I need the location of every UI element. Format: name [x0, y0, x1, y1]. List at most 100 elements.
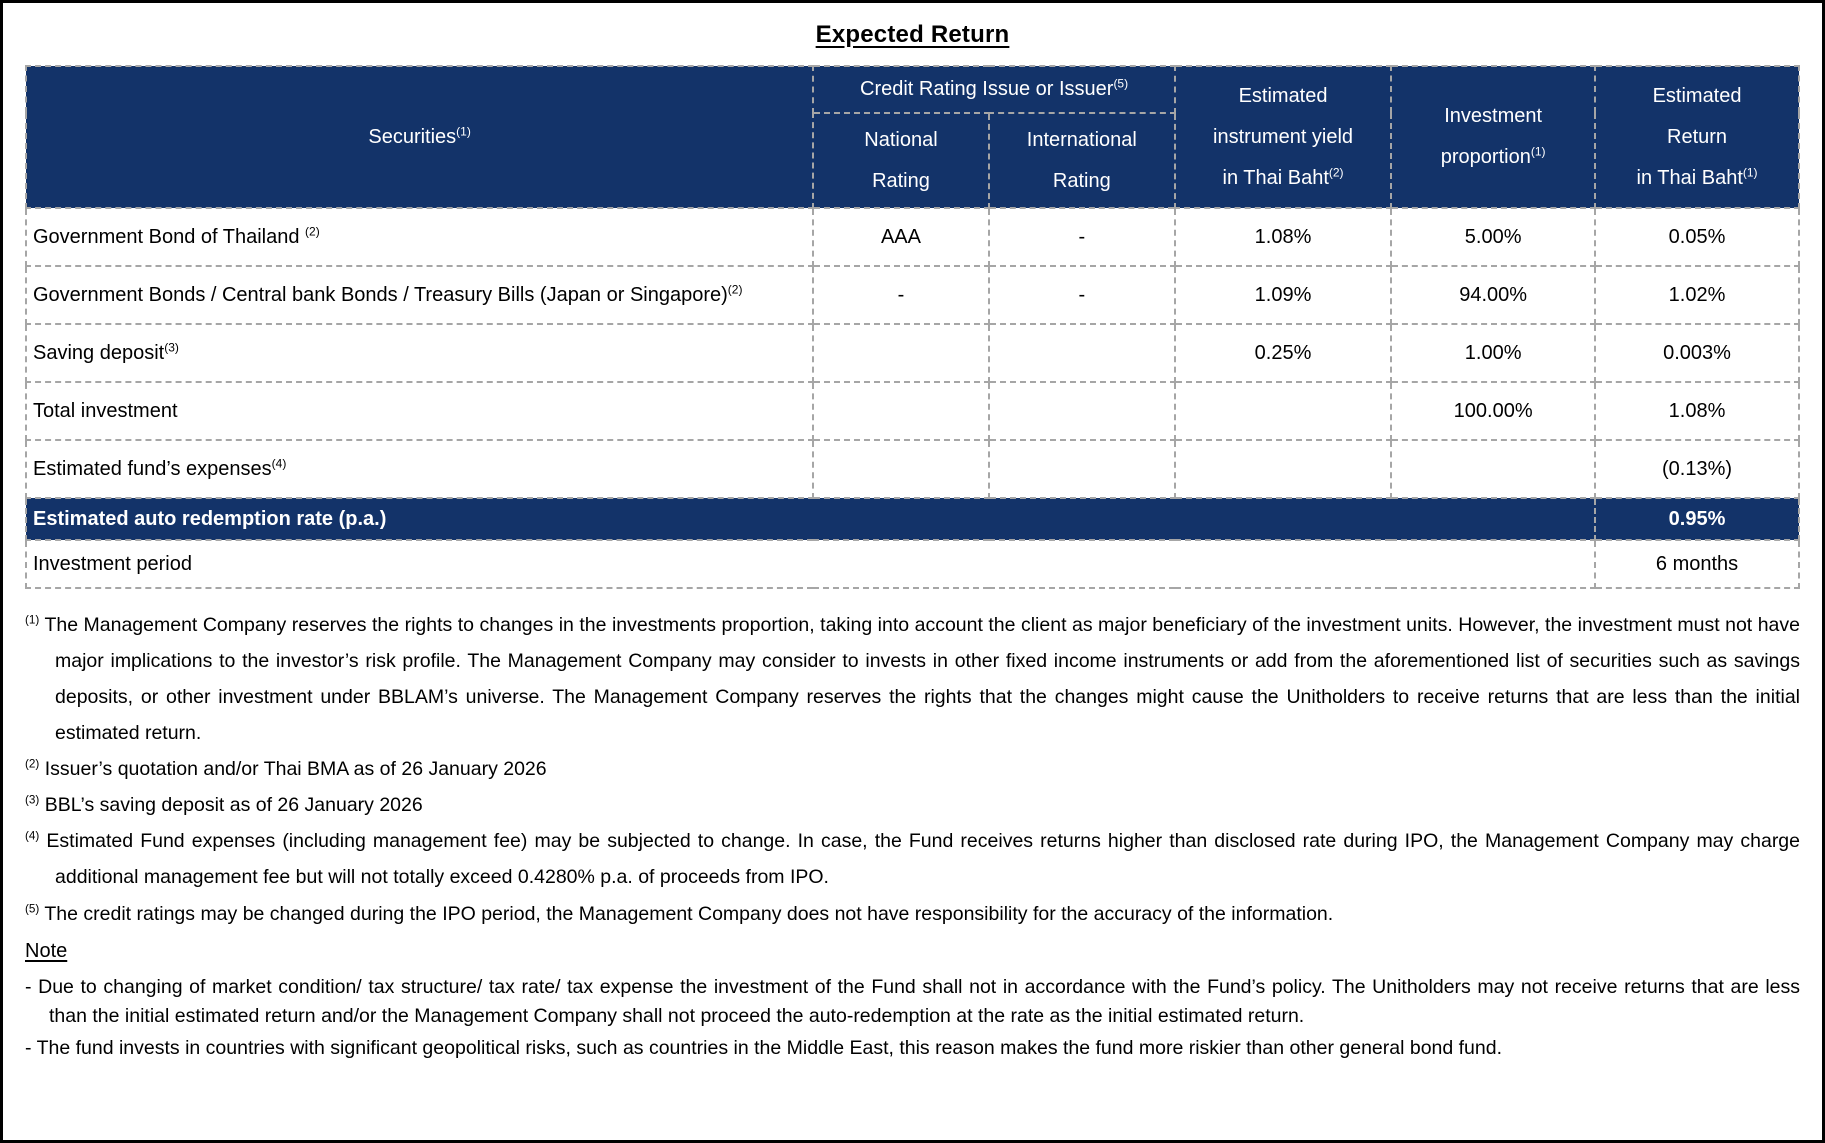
proportion-cell: 5.00%	[1390, 207, 1597, 267]
footnote-1: (1) The Management Company reserves the …	[25, 607, 1800, 751]
header-national-rating: National Rating	[812, 112, 990, 209]
security-cell: Government Bonds / Central bank Bonds / …	[24, 265, 815, 325]
yield-cell: 1.09%	[1173, 265, 1393, 325]
expected-return-table: Securities(1) Credit Rating Issue or Iss…	[24, 65, 1800, 589]
header-securities-sup: (1)	[456, 123, 471, 138]
header-return-line1: Estimated	[1652, 84, 1742, 107]
header-yield-line3: in Thai Baht	[1222, 166, 1329, 189]
header-credit-rating-group: Credit Rating Issue or Issuer(5)	[812, 65, 1176, 114]
security-label: Estimated fund’s expenses	[33, 457, 272, 480]
international-rating-cell: -	[987, 207, 1176, 267]
security-cell: Saving deposit(3)	[24, 323, 815, 383]
footnote-4: (4) Estimated Fund expenses (including m…	[25, 823, 1800, 895]
return-cell: 1.02%	[1594, 265, 1800, 325]
investment-period-label: Investment period	[24, 539, 1597, 589]
security-label: Saving deposit	[33, 341, 165, 364]
international-rating-cell: -	[987, 265, 1176, 325]
proportion-cell: 100.00%	[1390, 381, 1597, 441]
header-yield-line2: instrument yield	[1213, 125, 1354, 148]
header-proportion: Investment proportion(1)	[1390, 65, 1597, 209]
footnote-5-marker: (5)	[25, 902, 40, 915]
header-international-line2: Rating	[1052, 169, 1111, 192]
header-return-sup: (1)	[1742, 164, 1758, 179]
header-yield-line3-wrap: in Thai Baht(2)	[1182, 158, 1384, 199]
header-proportion-line2-wrap: proportion(1)	[1398, 137, 1588, 178]
header-national-line2: Rating	[872, 169, 930, 192]
security-sup: (3)	[164, 339, 179, 354]
security-label: Total investment	[33, 399, 178, 422]
national-rating-cell	[812, 381, 990, 441]
security-cell: Total investment	[24, 381, 815, 441]
return-cell: 1.08%	[1594, 381, 1800, 441]
footnotes-section: (1) The Management Company reserves the …	[25, 607, 1800, 932]
national-rating-cell	[812, 323, 990, 383]
header-national-line1: National	[864, 128, 938, 151]
footnote-1-marker: (1)	[25, 613, 40, 627]
header-securities: Securities(1)	[24, 65, 815, 209]
table-row: Government Bonds / Central bank Bonds / …	[24, 265, 1800, 325]
footnote-1-text: The Management Company reserves the righ…	[44, 614, 1800, 745]
proportion-cell: 1.00%	[1390, 323, 1597, 383]
security-cell: Government Bond of Thailand (2)	[24, 207, 815, 267]
note-item: - Due to changing of market condition/ t…	[25, 973, 1800, 1032]
table-row: Total investment 100.00% 1.08%	[24, 381, 1800, 441]
note-dash: -	[25, 1037, 32, 1060]
header-return: Estimated Return in Thai Baht(1)	[1594, 65, 1800, 209]
note-item-text: The fund invests in countries with signi…	[36, 1037, 1503, 1060]
auto-redemption-value: 0.95%	[1594, 497, 1800, 541]
security-sup: (2)	[305, 223, 320, 238]
header-yield-sup: (2)	[1328, 164, 1344, 179]
header-return-line3-wrap: in Thai Baht(1)	[1602, 158, 1792, 199]
header-return-line2: Return	[1667, 125, 1728, 148]
table-row: Estimated fund’s expenses(4) (0.13%)	[24, 439, 1800, 499]
yield-cell	[1173, 439, 1393, 499]
footnote-5-text: The credit ratings may be changed during…	[44, 902, 1334, 925]
header-yield: Estimated instrument yield in Thai Baht(…	[1173, 65, 1393, 209]
national-rating-cell: AAA	[812, 207, 990, 267]
return-cell: 0.05%	[1594, 207, 1800, 267]
header-international-rating: International Rating	[987, 112, 1176, 209]
table-row: Saving deposit(3) 0.25% 1.00% 0.003%	[24, 323, 1800, 383]
header-securities-label: Securities	[368, 125, 457, 148]
header-proportion-line2: proportion	[1440, 146, 1531, 168]
page-title: Expected Return	[815, 21, 1010, 48]
yield-cell: 0.25%	[1173, 323, 1393, 383]
international-rating-cell	[987, 323, 1176, 383]
security-sup: (4)	[271, 455, 287, 470]
proportion-cell	[1390, 439, 1597, 499]
footnote-2-text: Issuer’s quotation and/or Thai BMA as of…	[44, 758, 547, 781]
header-proportion-line1: Investment	[1444, 105, 1543, 127]
yield-cell: 1.08%	[1173, 207, 1393, 267]
auto-redemption-label: Estimated auto redemption rate (p.a.)	[24, 497, 1597, 541]
note-dash: -	[25, 975, 32, 998]
auto-redemption-row: Estimated auto redemption rate (p.a.) 0.…	[24, 497, 1800, 541]
header-proportion-sup: (1)	[1530, 144, 1546, 159]
return-cell: 0.003%	[1594, 323, 1800, 383]
header-credit-rating-label: Credit Rating Issue or Issuer	[860, 78, 1114, 100]
security-label: Government Bonds / Central bank Bonds / …	[33, 283, 728, 306]
footnote-4-text: Estimated Fund expenses (including manag…	[46, 830, 1801, 889]
return-cell: (0.13%)	[1594, 439, 1800, 499]
note-section: Note - Due to changing of market conditi…	[25, 940, 1800, 1064]
footnote-3-text: BBL’s saving deposit as of 26 January 20…	[44, 794, 423, 817]
security-label: Government Bond of Thailand	[33, 225, 306, 248]
header-return-line3: in Thai Baht	[1636, 166, 1743, 189]
footnote-3: (3) BBL’s saving deposit as of 26 Januar…	[25, 787, 1800, 823]
header-yield-line1: Estimated	[1238, 84, 1328, 107]
security-cell: Estimated fund’s expenses(4)	[24, 439, 815, 499]
national-rating-cell: -	[812, 265, 990, 325]
footnote-5: (5) The credit ratings may be changed du…	[25, 896, 1800, 932]
footnote-3-marker: (3)	[25, 793, 40, 807]
international-rating-cell	[987, 439, 1176, 499]
footnote-2-marker: (2)	[25, 757, 40, 771]
investment-period-row: Investment period 6 months	[24, 539, 1800, 589]
security-sup: (2)	[727, 281, 743, 296]
note-item: - The fund invests in countries with sig…	[25, 1034, 1800, 1063]
footnote-2: (2) Issuer’s quotation and/or Thai BMA a…	[25, 751, 1800, 787]
header-international-line1: International	[1026, 128, 1137, 151]
footnote-4-marker: (4)	[25, 829, 40, 843]
proportion-cell: 94.00%	[1390, 265, 1597, 325]
international-rating-cell	[987, 381, 1176, 441]
investment-period-value: 6 months	[1594, 539, 1800, 589]
